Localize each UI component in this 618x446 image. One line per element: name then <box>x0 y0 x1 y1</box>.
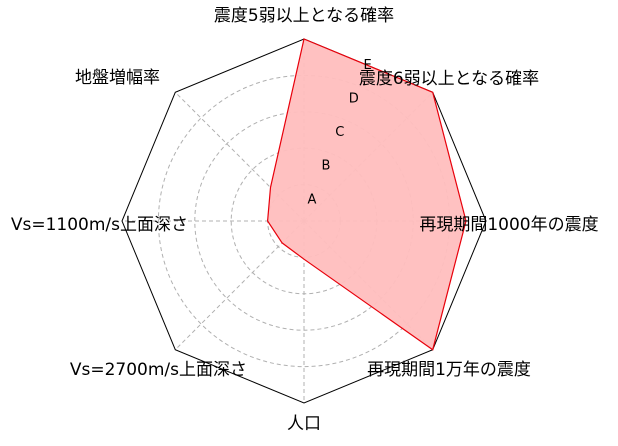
axis-labels: 震度5弱以上となる確率震度6弱以上となる確率再現期間1000年の震度再現期間1万… <box>11 6 599 434</box>
ring-labels: A B C D E <box>307 58 371 207</box>
radar-frame <box>121 38 487 404</box>
axis-label-4: 再現期間1万年の震度 <box>367 360 531 380</box>
axis-label-5: 人口 <box>287 414 321 434</box>
axis-label-3: 再現期間1000年の震度 <box>419 215 598 235</box>
series-area <box>266 38 467 351</box>
ring-label-d: D <box>349 92 359 107</box>
axis-label-1: 震度5弱以上となる確率 <box>214 6 394 26</box>
axis-label-6: Vs=2700m/s上面深さ <box>70 360 247 380</box>
ring-label-b: B <box>321 159 330 174</box>
ring-label-c: C <box>335 125 344 140</box>
ring-label-e: E <box>363 58 371 73</box>
axis-label-7: Vs=1100m/s上面深さ <box>11 215 188 235</box>
series <box>266 38 467 351</box>
axis-label-2: 震度6弱以上となる確率 <box>359 69 539 89</box>
axis-label-8: 地盤増幅率 <box>75 68 160 88</box>
frame <box>121 38 487 404</box>
ring-label-a: A <box>307 192 316 207</box>
